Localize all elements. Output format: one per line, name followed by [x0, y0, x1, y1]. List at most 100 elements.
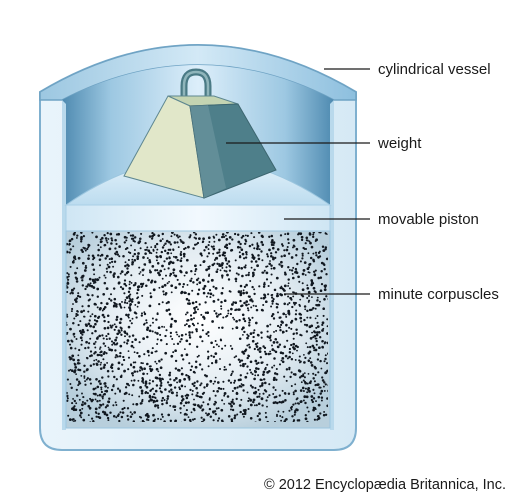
corpuscle-dot [244, 408, 247, 412]
corpuscle-dot [94, 303, 97, 306]
corpuscle-dot [89, 364, 93, 367]
corpuscle-dot [66, 278, 70, 281]
corpuscle-dot [206, 413, 209, 417]
corpuscle-dot [216, 251, 219, 255]
corpuscle-dot [250, 232, 253, 235]
weight-handle-highlight [182, 70, 210, 98]
corpuscle-dot [186, 311, 189, 314]
corpuscle-dot [312, 346, 316, 350]
corpuscle-dot [67, 273, 70, 276]
corpuscle-dot [70, 237, 74, 241]
corpuscle-dot [150, 368, 154, 371]
corpuscle-dot [263, 269, 266, 272]
corpuscle-dot [212, 300, 216, 303]
corpuscle-dot [231, 408, 235, 412]
corpuscle-dot [212, 390, 215, 393]
corpuscle-dot [251, 339, 255, 343]
corpuscle-dot [219, 269, 222, 272]
corpuscle-dot [126, 302, 129, 305]
corpuscle-dot [319, 232, 322, 234]
corpuscle-dot [298, 370, 302, 373]
corpuscle-dot [78, 362, 81, 365]
corpuscle-dot [89, 315, 92, 318]
corpuscle-dot [106, 326, 110, 330]
corpuscle-dot [165, 343, 168, 346]
corpuscle-dot [143, 311, 146, 314]
corpuscle-dot [303, 305, 307, 308]
corpuscle-dot [264, 381, 267, 385]
corpuscle-dot [235, 272, 238, 275]
corpuscle-dot [319, 412, 322, 415]
corpuscle-dot [222, 235, 226, 239]
corpuscle-dot [93, 359, 96, 362]
corpuscle-dot [239, 359, 243, 362]
corpuscle-dot [186, 319, 189, 322]
corpuscle-dot [185, 353, 189, 357]
corpuscle-dot [273, 349, 276, 352]
corpuscle-dot [293, 291, 295, 294]
corpuscle-dot [281, 243, 284, 246]
corpuscle-dot [126, 414, 129, 418]
corpuscle-dot [285, 379, 288, 382]
corpuscle-dot [102, 337, 105, 340]
corpuscle-dot [264, 300, 268, 304]
corpuscle-dot [242, 317, 246, 321]
corpuscle-dot [249, 403, 253, 407]
corpuscle-dot [78, 398, 81, 401]
corpuscle-dot [145, 248, 148, 251]
corpuscle-dot [247, 407, 250, 411]
corpuscle-dot [170, 317, 174, 321]
corpuscle-dot [288, 366, 291, 370]
corpuscle-dot [221, 235, 224, 239]
corpuscle-dot [173, 343, 175, 346]
corpuscle-dot [103, 363, 107, 367]
corpuscle-dot [83, 370, 86, 373]
corpuscle-dot [89, 421, 92, 422]
corpuscle-dot [70, 386, 73, 390]
corpuscle-dot [241, 252, 245, 256]
corpuscle-dot [199, 264, 202, 267]
corpuscle-dot [299, 232, 302, 236]
corpuscle-dot [231, 238, 234, 241]
corpuscle-dot [201, 340, 204, 343]
corpuscle-dot [258, 248, 261, 251]
corpuscle-dot [230, 374, 233, 377]
corpuscle-dot [281, 389, 284, 392]
corpuscle-dot [255, 362, 259, 365]
corpuscle-dot [245, 274, 248, 277]
corpuscle-dot [81, 305, 84, 308]
corpuscle-dot [73, 317, 76, 320]
corpuscle-dot [76, 310, 79, 313]
corpuscle-dot [323, 288, 327, 292]
corpuscle-dot [270, 267, 273, 270]
corpuscle-dot [187, 324, 191, 328]
corpuscle-dot [248, 295, 251, 299]
corpuscle-dot [104, 257, 107, 260]
corpuscle-dot [125, 296, 129, 299]
corpuscle-dot [273, 364, 276, 367]
corpuscle-dot [270, 241, 274, 244]
corpuscle-dot [76, 313, 79, 317]
corpuscle-dot [101, 397, 104, 400]
corpuscle-dot [246, 372, 249, 375]
corpuscle-dot [323, 381, 326, 384]
corpuscle-dot [249, 368, 252, 371]
corpuscle-dot [190, 365, 194, 368]
corpuscle-dot [144, 382, 148, 385]
corpuscle-dot [109, 232, 113, 236]
corpuscle-dot [295, 328, 298, 331]
corpuscle-dot [126, 263, 129, 266]
corpuscle-dot [136, 305, 139, 308]
corpuscle-dot [213, 309, 216, 313]
corpuscle-dot [274, 421, 276, 422]
corpuscle-dot [325, 257, 328, 261]
corpuscle-dot [71, 307, 74, 311]
corpuscle-dot [260, 234, 264, 238]
corpuscle-dot [249, 298, 252, 302]
corpuscle-dot [85, 378, 88, 381]
corpuscle-dot [180, 291, 183, 295]
corpuscle-dot [77, 256, 81, 260]
corpuscle-dot [311, 400, 315, 404]
corpuscle-dot [119, 272, 122, 275]
corpuscle-dot [169, 272, 173, 276]
